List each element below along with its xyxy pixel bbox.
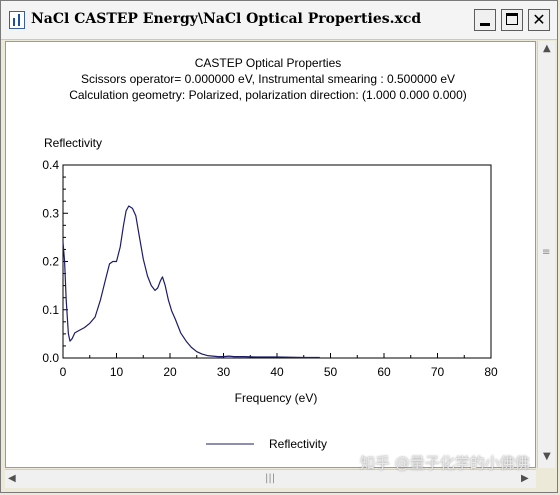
scroll-down-arrow-icon[interactable]: ▼ bbox=[543, 451, 551, 462]
legend: Reflectivity bbox=[206, 437, 327, 451]
series-line-reflectivity bbox=[62, 205, 320, 359]
watermark: 知乎 @量子化学的小佛佛 bbox=[360, 454, 530, 472]
minimize-button[interactable] bbox=[474, 9, 496, 31]
x-tick-label: 40 bbox=[270, 365, 284, 379]
scroll-up-arrow-icon[interactable]: ▲ bbox=[543, 43, 551, 54]
maximize-icon bbox=[506, 13, 518, 25]
plot-border bbox=[62, 164, 492, 359]
close-icon: ✕ bbox=[532, 10, 546, 29]
y-axis-ticks: 0.0 0.1 0.2 0.3 0.4 bbox=[42, 158, 68, 365]
scroll-right-arrow-icon[interactable]: ▶ bbox=[521, 473, 529, 484]
vertical-scrollbar[interactable]: ▲ ≡ ▼ bbox=[537, 41, 555, 468]
window-title: NaCl CASTEP Energy\NaCl Optical Properti… bbox=[31, 11, 422, 27]
horizontal-scrollbar[interactable]: ◀ ||| ▶ bbox=[5, 469, 536, 488]
title-bar[interactable]: NaCl CASTEP Energy\NaCl Optical Properti… bbox=[1, 1, 557, 40]
plot-frame bbox=[62, 164, 492, 359]
chart-subtitle-line-2: Calculation geometry: Polarized, polariz… bbox=[69, 88, 467, 102]
scroll-grip-horizontal-icon[interactable]: ||| bbox=[265, 473, 276, 484]
close-button[interactable]: ✕ bbox=[528, 9, 550, 31]
x-tick-label: 60 bbox=[377, 365, 391, 379]
y-tick-label: 0.0 bbox=[42, 351, 59, 365]
chart-svg: CASTEP Optical Properties Scissors opera… bbox=[42, 56, 498, 451]
x-axis-ticks: 0 10 20 30 40 50 60 70 80 bbox=[60, 353, 498, 379]
legend-label: Reflectivity bbox=[269, 437, 327, 451]
x-tick-label: 50 bbox=[324, 365, 338, 379]
x-tick-label: 20 bbox=[163, 365, 177, 379]
y-tick-label: 0.4 bbox=[42, 158, 59, 172]
resize-corner[interactable] bbox=[537, 469, 555, 488]
y-tick-label: 0.1 bbox=[42, 303, 59, 317]
scroll-left-arrow-icon[interactable]: ◀ bbox=[8, 473, 16, 484]
minimize-icon bbox=[480, 23, 490, 26]
scroll-grip-icon[interactable]: ≡ bbox=[542, 247, 551, 258]
chart-subtitle-line-1: Scissors operator= 0.000000 eV, Instrume… bbox=[81, 72, 455, 86]
x-tick-label: 70 bbox=[431, 365, 445, 379]
maximize-button[interactable] bbox=[501, 9, 523, 31]
x-tick-label: 0 bbox=[60, 365, 67, 379]
x-tick-label: 10 bbox=[110, 365, 124, 379]
x-tick-label: 30 bbox=[217, 365, 231, 379]
x-tick-label: 80 bbox=[484, 365, 498, 379]
y-tick-label: 0.2 bbox=[42, 255, 59, 269]
y-tick-label: 0.3 bbox=[42, 206, 59, 220]
chart-title: CASTEP Optical Properties bbox=[195, 56, 342, 70]
y-axis-label: Reflectivity bbox=[44, 136, 102, 150]
chart-file-icon[interactable] bbox=[9, 11, 25, 29]
chart-area: CASTEP Optical Properties Scissors opera… bbox=[5, 41, 536, 468]
series-group bbox=[62, 205, 320, 359]
x-axis-label: Frequency (eV) bbox=[235, 391, 318, 405]
